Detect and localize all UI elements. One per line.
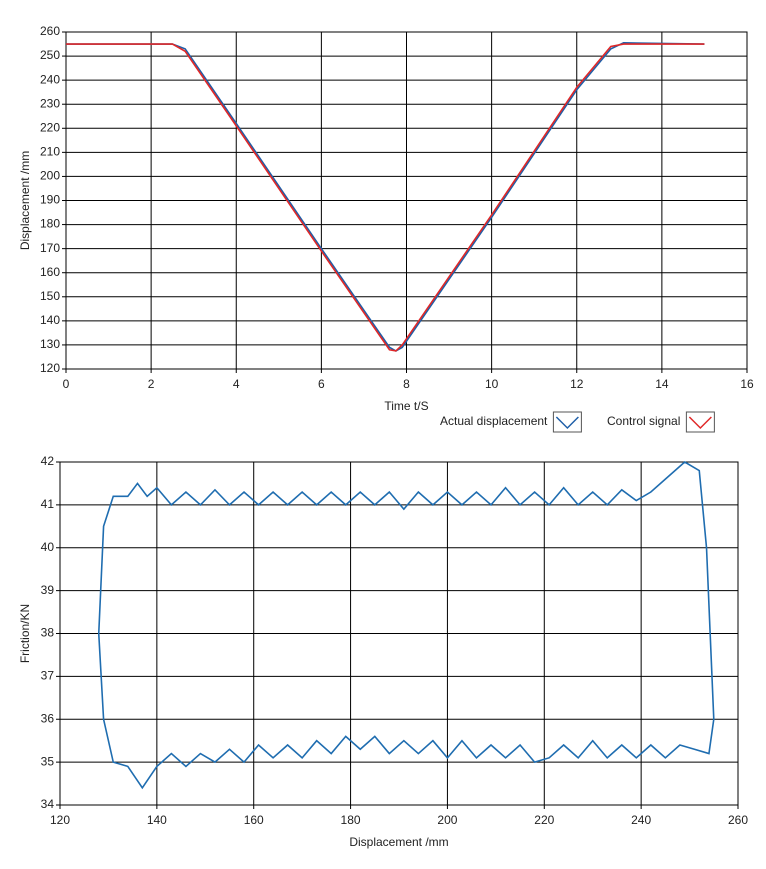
y-tick-label: 170 [40,241,60,255]
x-axis-label: Displacement /mm [349,835,448,849]
x-tick-label: 140 [147,813,167,827]
y-axis-label: Displacement /mm [18,151,32,250]
x-tick-label: 180 [341,813,361,827]
y-tick-label: 41 [41,497,55,511]
y-tick-label: 240 [40,72,60,86]
y-tick-label: 180 [40,217,60,231]
x-tick-label: 200 [437,813,457,827]
y-tick-label: 200 [40,169,60,183]
x-tick-label: 14 [655,377,669,391]
series-line [97,461,715,790]
x-tick-label: 10 [485,377,499,391]
legend-icon [555,416,579,430]
x-tick-label: 220 [534,813,554,827]
y-tick-label: 37 [41,669,55,683]
legend-icon [688,416,712,430]
y-tick-label: 35 [41,754,55,768]
x-tick-label: 240 [631,813,651,827]
legend-label: Actual displacement [440,414,548,428]
y-axis-label: Friction/KN [18,604,32,663]
legend-label: Control signal [607,414,680,428]
x-tick-label: 4 [233,377,240,391]
x-tick-label: 12 [570,377,584,391]
x-tick-label: 8 [403,377,410,391]
y-tick-label: 160 [40,265,60,279]
y-tick-label: 230 [40,96,60,110]
y-tick-label: 260 [40,24,60,38]
y-tick-label: 250 [40,48,60,62]
y-tick-label: 220 [40,120,60,134]
x-tick-label: 6 [318,377,325,391]
y-tick-label: 40 [41,540,55,554]
y-tick-label: 190 [40,193,60,207]
y-tick-label: 39 [41,583,55,597]
x-tick-label: 260 [728,813,748,827]
x-tick-label: 0 [63,377,70,391]
y-tick-label: 210 [40,145,60,159]
y-tick-label: 120 [40,361,60,375]
x-tick-label: 2 [148,377,155,391]
y-tick-label: 130 [40,337,60,351]
legend-swatch [685,411,715,433]
series-line [66,43,705,352]
y-tick-label: 140 [40,313,60,327]
y-tick-label: 150 [40,289,60,303]
y-tick-label: 34 [41,797,55,811]
x-axis-label: Time t/S [384,399,428,413]
y-tick-label: 38 [41,626,55,640]
y-tick-label: 36 [41,711,55,725]
x-tick-label: 160 [244,813,264,827]
x-tick-label: 120 [50,813,70,827]
x-tick-label: 16 [740,377,754,391]
y-tick-label: 42 [41,454,55,468]
legend-swatch [552,411,582,433]
